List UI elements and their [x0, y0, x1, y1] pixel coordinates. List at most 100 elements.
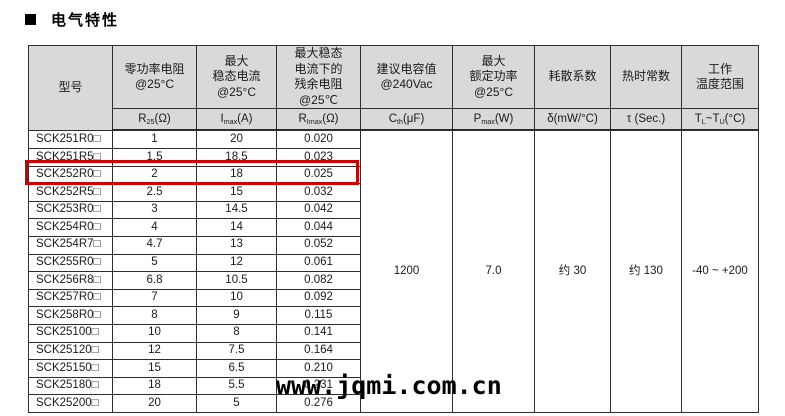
imax-cell: 7.5 [196, 341, 277, 361]
model-cell: SCK25120□ [28, 341, 113, 361]
r25-cell: 4 [112, 218, 197, 237]
rlmax-cell: 0.032 [276, 183, 361, 202]
model-cell: SCK258R0□ [28, 306, 113, 325]
merged-temp-range-value: -40 ~ +200 [681, 129, 759, 413]
model-cell: SCK25100□ [28, 323, 113, 343]
table-row: SCK25200□ 20 5 0.276 [28, 394, 759, 413]
model-cell: SCK254R7□ [28, 235, 113, 255]
table-row: SCK25180□ 18 5.5 0.231 [28, 376, 759, 396]
imax-cell: 14.5 [196, 200, 277, 220]
column-header-dissipation-factor: 耗散系数 [534, 44, 611, 110]
rlmax-cell: 0.082 [276, 271, 361, 290]
rlmax-cell: 0.061 [276, 253, 361, 273]
rlmax-cell: 0.115 [276, 306, 361, 325]
symbol-cth: Cth(μF) [360, 108, 453, 132]
imax-cell: 13 [196, 235, 277, 255]
imax-cell: 6.5 [196, 359, 277, 378]
symbol-rlmax: RImax(Ω) [276, 108, 361, 132]
rlmax-cell: 0.141 [276, 323, 361, 343]
page-title: 电气特性 [51, 12, 120, 29]
column-header-operating-temp-range: 工作 温度范围 [681, 44, 759, 110]
r25-cell: 20 [112, 394, 197, 413]
r25-cell: 18 [112, 376, 197, 396]
column-header-thermal-time-constant: 热时常数 [610, 44, 682, 110]
table-row: SCK252R5□ 2.5 15 0.032 [28, 183, 759, 202]
imax-cell: 15 [196, 183, 277, 202]
table-row: SCK252R0□ 2 18 0.025 [28, 165, 759, 185]
r25-cell: 8 [112, 306, 197, 325]
table-row: SCK25100□ 10 8 0.141 [28, 323, 759, 343]
table-row: SCK257R0□ 7 10 0.092 [28, 288, 759, 308]
symbol-r25: R25(Ω) [112, 108, 197, 132]
rlmax-cell: 0.164 [276, 341, 361, 361]
imax-cell: 14 [196, 218, 277, 237]
r25-cell: 6.8 [112, 271, 197, 290]
r25-cell: 4.7 [112, 235, 197, 255]
table-body: SCK251R0□ 1 20 0.020 1200 7.0 约 30 约 130 -40 ~ +… [28, 129, 759, 413]
table-row: SCK25150□ 15 6.5 0.210 [28, 359, 759, 378]
table-row: SCK256R8□ 6.8 10.5 0.082 [28, 271, 759, 290]
watermark: www.jqmi.com.cn [276, 371, 502, 400]
table-row: SCK251R0□ 1 20 0.020 1200 7.0 约 30 约 130 -40 ~ +… [28, 129, 759, 413]
model-cell: SCK251R0□ [28, 129, 113, 149]
imax-cell: 5 [196, 394, 277, 413]
model-cell: SCK252R5□ [28, 183, 113, 202]
section-title: 电气特性 [25, 9, 119, 30]
rlmax-cell: 0.020 [276, 129, 361, 149]
r25-cell: 3 [112, 200, 197, 220]
rlmax-cell: 0.044 [276, 218, 361, 237]
column-header-model: 型号 [28, 45, 113, 131]
r25-cell: 10 [112, 323, 197, 343]
imax-cell: 8 [196, 323, 277, 343]
model-cell: SCK25180□ [28, 376, 113, 396]
r25-cell: 1 [112, 129, 197, 149]
symbol-temp-range: TL~TU(°C) [681, 108, 759, 132]
rlmax-cell: 0.042 [276, 200, 361, 220]
column-header-max-steady-current: 最大 稳态电流 @25°C [196, 44, 277, 110]
r25-cell: 5 [112, 253, 197, 273]
merged-cth-value: 1200 [360, 129, 453, 413]
table-row: SCK253R0□ 3 14.5 0.042 [28, 200, 759, 220]
model-cell: SCK252R0□ [28, 165, 113, 185]
model-cell: SCK255R0□ [28, 253, 113, 273]
symbol-pmax: Pmax(W) [452, 108, 535, 132]
model-cell: SCK25200□ [28, 394, 113, 413]
column-header-residual-resistance: 最大稳态 电流下的 残余电阻 @25℃ [276, 44, 361, 110]
model-cell: SCK254R0□ [28, 218, 113, 237]
rlmax-cell: 0.092 [276, 288, 361, 308]
imax-cell: 10 [196, 288, 277, 308]
imax-cell: 9 [196, 306, 277, 325]
model-cell: SCK251R5□ [28, 147, 113, 167]
model-cell: SCK253R0□ [28, 200, 113, 220]
model-cell: SCK25150□ [28, 359, 113, 378]
column-header-zero-power-resistance: 零功率电阻 @25°C [112, 44, 197, 110]
rlmax-cell: 0.023 [276, 147, 361, 167]
r25-cell: 7 [112, 288, 197, 308]
imax-cell: 5.5 [196, 376, 277, 396]
imax-cell: 10.5 [196, 271, 277, 290]
r25-cell: 1.5 [112, 147, 197, 167]
merged-time-constant-value: 约 130 [610, 129, 682, 413]
imax-cell: 12 [196, 253, 277, 273]
rlmax-cell: 0.276 [276, 394, 361, 413]
imax-cell: 20 [196, 129, 277, 149]
r25-cell: 2 [112, 165, 197, 185]
rlmax-cell: 0.025 [276, 165, 361, 185]
imax-cell: 18.5 [196, 147, 277, 167]
model-cell: SCK256R8□ [28, 271, 113, 290]
column-header-max-rated-power: 最大 额定功率 @25°C [452, 44, 535, 110]
imax-cell: 18 [196, 165, 277, 185]
model-cell: SCK257R0□ [28, 288, 113, 308]
symbol-imax: Imax(A) [196, 108, 277, 132]
r25-cell: 12 [112, 341, 197, 361]
merged-dissipation-value: 约 30 [534, 129, 611, 413]
r25-cell: 15 [112, 359, 197, 378]
symbol-tau: τ (Sec.) [610, 108, 682, 132]
rlmax-cell: 0.052 [276, 235, 361, 255]
column-header-recommended-capacitance: 建议电容值 @240Vac [360, 44, 453, 110]
section-bullet-icon [25, 14, 36, 25]
symbol-delta: δ(mW/°C) [534, 108, 611, 132]
r25-cell: 2.5 [112, 183, 197, 202]
merged-pmax-value: 7.0 [452, 129, 535, 413]
electrical-characteristics-table: 型号 零功率电阻 @25°C 最大 稳态电流 @25°C 最大稳态 电流下的 残… [28, 44, 759, 413]
